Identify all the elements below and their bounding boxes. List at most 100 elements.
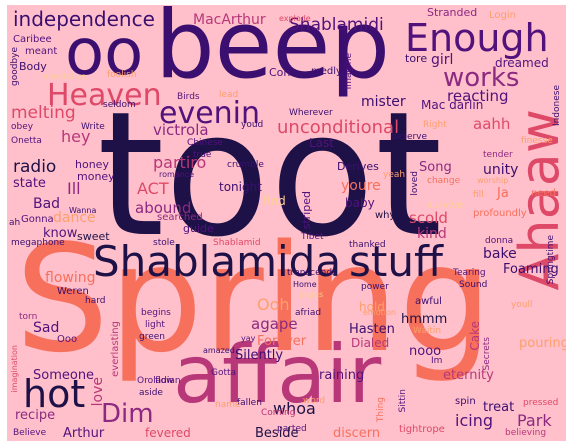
cloud-word-money: money — [77, 170, 115, 183]
cloud-word-derives: Derives — [337, 160, 379, 173]
cloud-word-hasten: Hasten — [349, 322, 395, 337]
cloud-word-lead: lead — [219, 90, 239, 100]
cloud-word-arthur: Arthur — [63, 426, 105, 441]
cloud-word-donna: donna — [485, 236, 514, 246]
cloud-word-power: power — [361, 282, 389, 292]
cloud-word-hold: hold — [359, 300, 385, 314]
cloud-word-gotta: Gotta — [211, 368, 237, 378]
cloud-word-forever: Forever — [257, 334, 307, 349]
cloud-word-hot: hot — [23, 372, 86, 416]
cloud-word-abound: abound — [135, 199, 192, 217]
cloud-word-indonese: Indonese — [552, 85, 562, 127]
cloud-word-hmmm: hmmm — [401, 312, 448, 327]
cloud-word-name: name — [215, 400, 241, 410]
cloud-word-ja: Ja — [497, 186, 509, 201]
cloud-word-dialed: Dialed — [351, 336, 390, 350]
cloud-word-stole: stole — [153, 238, 175, 248]
cloud-word-agape: agape — [251, 315, 298, 333]
cloud-word-ooh: Ooh — [257, 295, 290, 314]
cloud-word-need: need — [531, 188, 556, 199]
cloud-word-affair: affair — [173, 328, 382, 421]
cloud-word-springtime: Springtime — [546, 235, 556, 285]
cloud-word-write: Write — [81, 122, 105, 132]
cloud-word-act: ACT — [137, 179, 169, 198]
cloud-word-melting: melting — [11, 103, 76, 123]
cloud-word-youd: youd — [241, 120, 264, 130]
cloud-word-dim: Dim — [101, 399, 154, 429]
cloud-word-change: change — [427, 176, 461, 186]
cloud-word-medly: medly — [311, 66, 342, 77]
cloud-word-eternity: eternity — [443, 368, 494, 383]
cloud-word-afriad: afriad — [295, 308, 322, 318]
cloud-word-gonna: Gonna — [21, 214, 54, 225]
cloud-word-raining: raining — [319, 368, 365, 383]
cloud-word-cake: Cake — [468, 321, 482, 351]
cloud-word-treat: treat — [483, 400, 515, 415]
cloud-word-home: Home — [293, 280, 317, 289]
cloud-word-aahh: aahh — [473, 115, 511, 133]
cloud-word-body: Body — [19, 60, 47, 73]
cloud-word-recipe: recipe — [15, 408, 56, 423]
cloud-word-bake: bake — [483, 246, 517, 262]
cloud-word-weren: Weren — [57, 286, 89, 297]
cloud-word-song: Song — [419, 160, 452, 175]
cloud-word-onetta: Onetta — [11, 136, 42, 146]
cloud-word-youre: youre — [341, 178, 381, 194]
cloud-word-shablamid: Shablamid — [213, 238, 261, 248]
cloud-word-tonight: tonight — [219, 180, 262, 194]
cloud-word-believing: believing — [505, 428, 547, 438]
cloud-word-discern: discern — [333, 426, 381, 441]
cloud-word-wherever: Wherever — [289, 108, 333, 118]
cloud-word-state: state — [13, 176, 46, 191]
cloud-word-true: true — [193, 150, 212, 160]
cloud-word-nooo: nooo — [409, 344, 442, 359]
cloud-word-partiro: partiro — [153, 153, 207, 172]
cloud-word-romance: romance — [159, 170, 195, 179]
cloud-word-finesse: finesse — [521, 136, 553, 146]
cloud-word-secrets: Secrets — [482, 337, 492, 371]
cloud-word-spring: Spring — [15, 213, 493, 385]
cloud-word-silently: Silently — [235, 348, 284, 363]
cloud-word-hey: hey — [61, 127, 91, 146]
cloud-word-loved: loved — [410, 171, 420, 196]
cloud-word-ill: Ill — [67, 179, 81, 198]
cloud-word-fallen: fallen — [237, 398, 262, 408]
cloud-word-meditative: meditative — [43, 72, 87, 81]
cloud-word-waitin: Waitin — [413, 326, 442, 336]
cloud-word-obey: obey — [11, 122, 34, 132]
cloud-word-whyy: whyy — [375, 210, 402, 221]
cloud-word-megaphone: megaphone — [11, 238, 65, 248]
cloud-word-transcends: transcends — [287, 268, 337, 278]
word-cloud: toot Spring beep affair Shablamida stuff… — [7, 5, 566, 441]
cloud-word-foolish: foolish — [107, 70, 137, 80]
cloud-word-begins: begins — [141, 308, 171, 318]
cloud-word-fevered: fevered — [145, 426, 191, 440]
cloud-word-foaming: Foaming — [503, 262, 559, 277]
cloud-word-im: Im — [431, 356, 443, 366]
cloud-word-green: green — [139, 332, 165, 342]
cloud-word-crumble: crumble — [227, 160, 264, 170]
cloud-word-thanked: thanked — [349, 240, 386, 250]
cloud-word-ooo: Ooo — [57, 334, 78, 345]
cloud-word-emotion: emotion — [363, 308, 396, 317]
cloud-word-parted: parted — [277, 424, 307, 434]
cloud-word-reacting: reacting — [447, 87, 509, 105]
cloud-word-fill: fill — [473, 190, 484, 200]
cloud-word-someone: Someone — [33, 368, 95, 383]
cloud-word-baby: baby — [345, 196, 375, 210]
cloud-word-light: light — [145, 320, 165, 330]
cloud-word-shablamidi: Shablamidi — [289, 15, 384, 35]
cloud-word-explode: explode — [279, 14, 311, 23]
cloud-word-profoundly: profoundly — [473, 208, 527, 219]
cloud-word-heaven: Heaven — [47, 78, 162, 113]
cloud-word-believe: Believe — [13, 428, 47, 438]
cloud-word-yeah: yeah — [383, 170, 406, 180]
cloud-word-whoa: whoa — [273, 399, 316, 418]
cloud-word-seldom: seldom — [103, 100, 136, 110]
cloud-word-dance: dance — [53, 210, 96, 226]
cloud-word-dreamed: dreamed — [495, 56, 549, 70]
cloud-word-macarthur: MacArthur — [193, 12, 266, 28]
cloud-word-imagination: imagination — [10, 345, 19, 393]
cloud-word-striped: striped — [300, 191, 313, 230]
cloud-word-mac-darlin: Mac darlin — [421, 98, 484, 112]
